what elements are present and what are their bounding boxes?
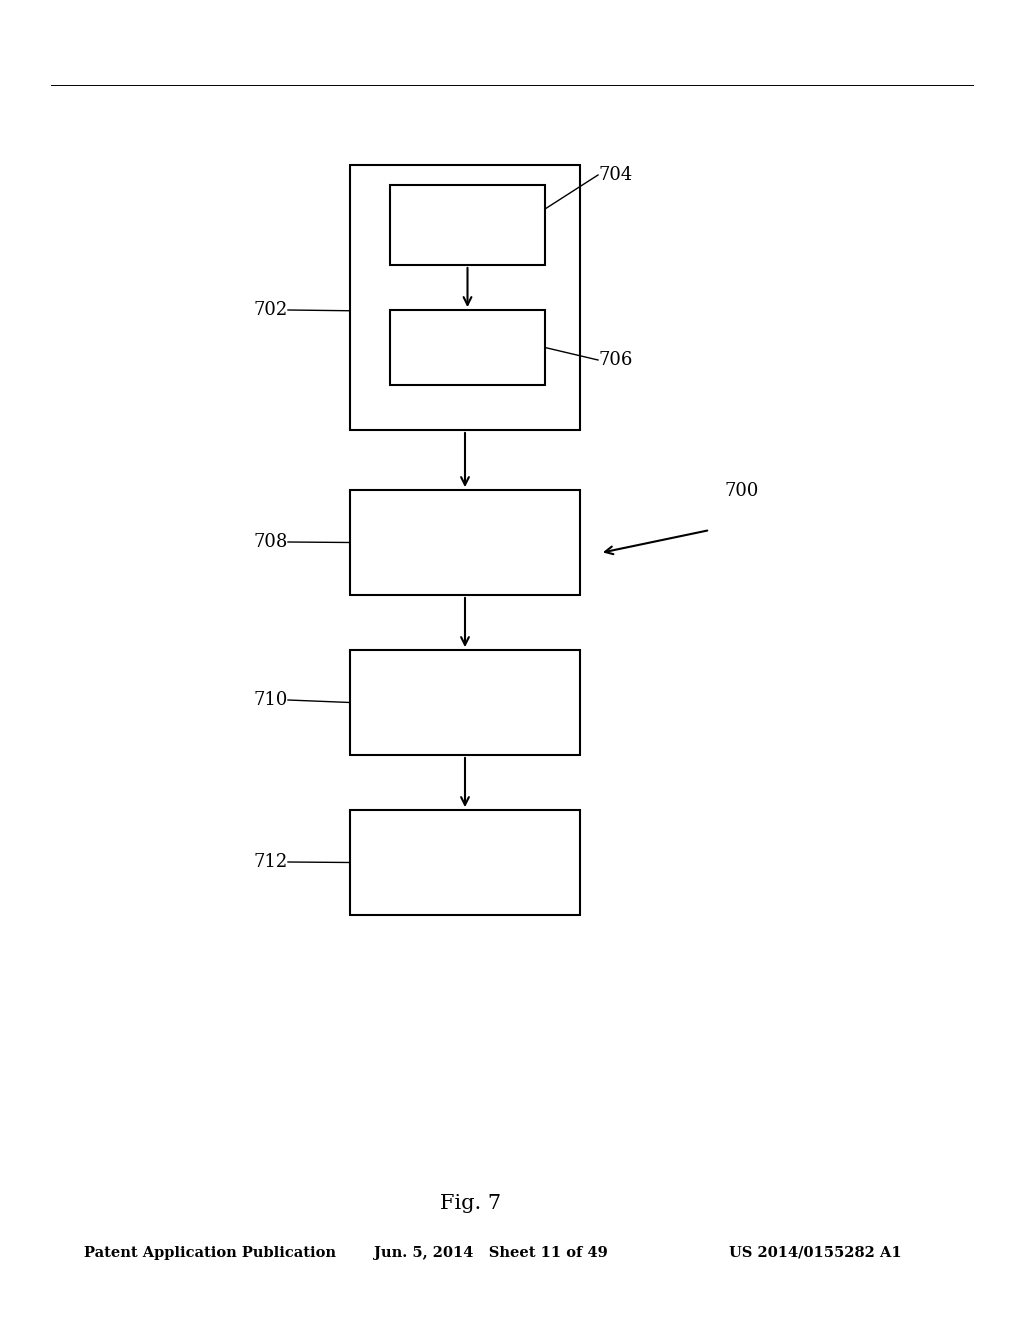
- Text: 712: 712: [254, 853, 288, 871]
- Text: US 2014/0155282 A1: US 2014/0155282 A1: [729, 1246, 902, 1259]
- Bar: [350, 649, 580, 755]
- Text: 702: 702: [254, 301, 288, 319]
- Bar: [350, 165, 580, 430]
- Text: Jun. 5, 2014   Sheet 11 of 49: Jun. 5, 2014 Sheet 11 of 49: [374, 1246, 607, 1259]
- Text: 708: 708: [254, 533, 288, 550]
- Bar: [350, 490, 580, 595]
- Text: 700: 700: [725, 482, 760, 500]
- Text: 706: 706: [598, 351, 633, 370]
- Text: 710: 710: [254, 690, 288, 709]
- Bar: [350, 810, 580, 915]
- Text: Fig. 7: Fig. 7: [440, 1195, 502, 1213]
- Bar: [390, 310, 545, 385]
- Bar: [390, 185, 545, 265]
- Text: 704: 704: [598, 166, 632, 183]
- Text: Patent Application Publication: Patent Application Publication: [84, 1246, 336, 1259]
